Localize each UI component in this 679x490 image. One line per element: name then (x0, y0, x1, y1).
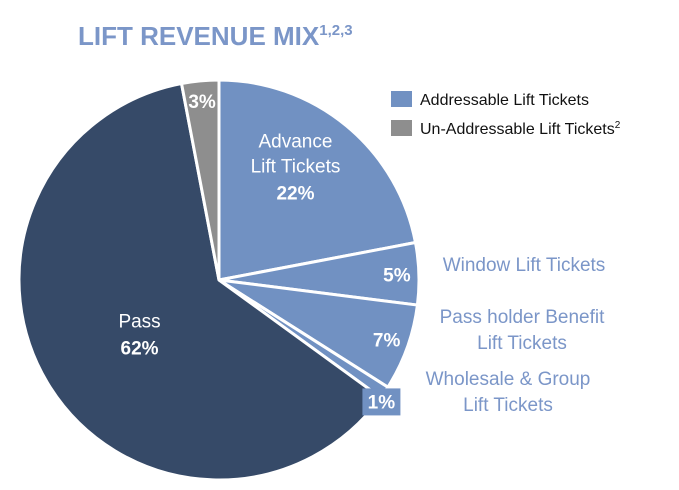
pct-un-addressable-lift-tickets: 3% (188, 92, 216, 113)
label-advance-lift-tickets-line-2: Lift Tickets (251, 157, 341, 178)
legend: Addressable Lift Tickets Un-Addressable … (391, 91, 621, 138)
slice-advance-lift-tickets (217, 78, 417, 282)
label-advance-lift-tickets-line-1: Advance (259, 132, 333, 153)
pct-advance-lift-tickets: 22% (276, 184, 314, 205)
label-pass: Pass (118, 312, 160, 333)
pct-pass: 62% (121, 339, 159, 360)
legend-swatch-addressable (391, 91, 412, 107)
legend-label-addressable-text: Addressable Lift Tickets (420, 92, 589, 109)
chart-title: LIFT REVENUE MIX1,2,3 (78, 21, 353, 51)
slice-un-addressable-lift-tickets (180, 78, 221, 282)
label-wholesale-group-lift-tickets-line-2: Lift Tickets (463, 395, 553, 416)
pie-labels: Advance Lift Tickets 22% 5% Window Lift Tick… (118, 92, 605, 416)
pct-wholesale-group-lift-tickets: 1% (368, 392, 396, 413)
legend-swatch-un-addressable (391, 120, 412, 136)
chart-title-text: LIFT REVENUE MIX (78, 21, 320, 51)
legend-label-un-addressable: Un-Addressable Lift Tickets2 (420, 120, 621, 138)
label-pass-holder-benefit-lift-tickets-line-1: Pass holder Benefit (440, 307, 605, 328)
label-window-lift-tickets: Window Lift Tickets (443, 255, 606, 276)
pie-slices (17, 78, 421, 482)
label-pass-holder-benefit-lift-tickets-line-2: Lift Tickets (477, 333, 567, 354)
legend-label-un-addressable-superscript: 2 (615, 120, 621, 131)
label-wholesale-group-lift-tickets-line-1: Wholesale & Group (426, 369, 591, 390)
legend-label-addressable: Addressable Lift Tickets (420, 92, 589, 109)
legend-label-un-addressable-text: Un-Addressable Lift Tickets (420, 121, 615, 138)
pct-bg-wholesale-group-lift-tickets (362, 388, 401, 416)
slice-pass (17, 82, 383, 482)
chart-title-superscript: 1,2,3 (319, 22, 352, 39)
pct-window-lift-tickets: 5% (383, 266, 411, 287)
pct-pass-holder-benefit-lift-tickets: 7% (373, 330, 401, 351)
